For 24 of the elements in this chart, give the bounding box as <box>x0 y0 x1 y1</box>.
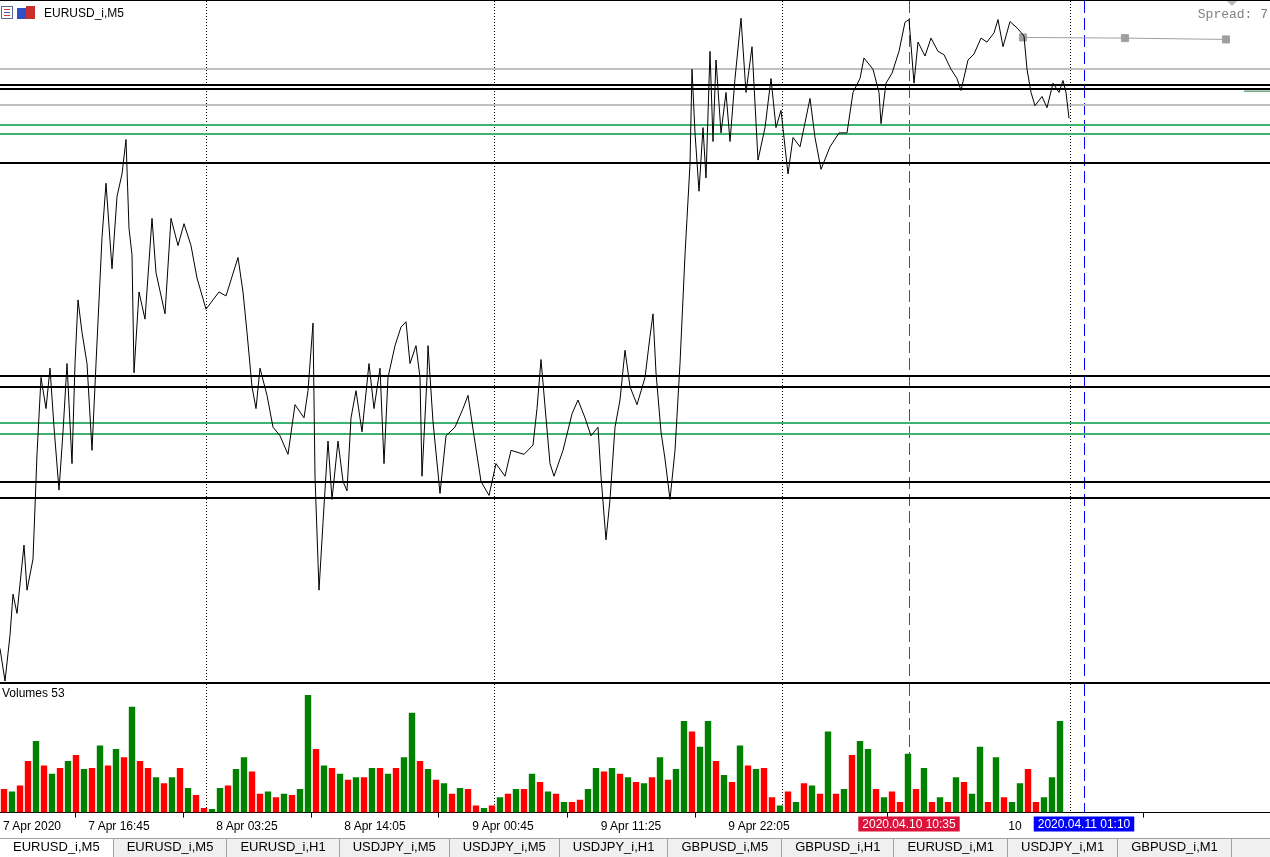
x-tick-label: 7 Apr 2020 <box>2 819 62 834</box>
x-tick-label: 8 Apr 03:25 <box>216 819 279 834</box>
text: USDJPY_i,M5 <box>449 839 560 857</box>
text: GBPUSD_i,M1 <box>1118 839 1232 857</box>
text: USDJPY_i,M1 <box>1008 839 1119 857</box>
text: USDJPY_i,H1 <box>559 839 669 857</box>
text: EURUSD_i,H1 <box>227 839 340 857</box>
text: USDJPY_i,M5 <box>339 839 450 857</box>
annotation: Spread: 7 <box>1197 7 1268 22</box>
chart-title: Volumes 53 <box>2 686 65 700</box>
text: EURUSD_i,M5 <box>113 839 228 857</box>
text: GBPUSD_i,M5 <box>668 839 783 857</box>
text: EURUSD_i,M5 <box>0 839 114 857</box>
x-tick-label: 9 Apr 22:05 <box>728 819 791 834</box>
ref-line-label: 2020.04.11 01:10 <box>1037 816 1131 831</box>
text: EURUSD_i,M1 <box>894 839 1009 857</box>
ref-line-label: 2020.04.10 10:35 <box>862 816 957 831</box>
text: GBPUSD_i,H1 <box>782 839 895 857</box>
x-tick-label: 8 Apr 14:05 <box>344 819 407 834</box>
x-tick-label: 9 Apr 11:25 <box>600 819 662 834</box>
x-tick-label: 10 <box>1008 819 1022 834</box>
chart-title: EURUSD_i,M5 <box>44 6 125 20</box>
x-tick-label: 9 Apr 00:45 <box>472 819 535 834</box>
x-tick-label: 7 Apr 16:45 <box>88 819 151 834</box>
